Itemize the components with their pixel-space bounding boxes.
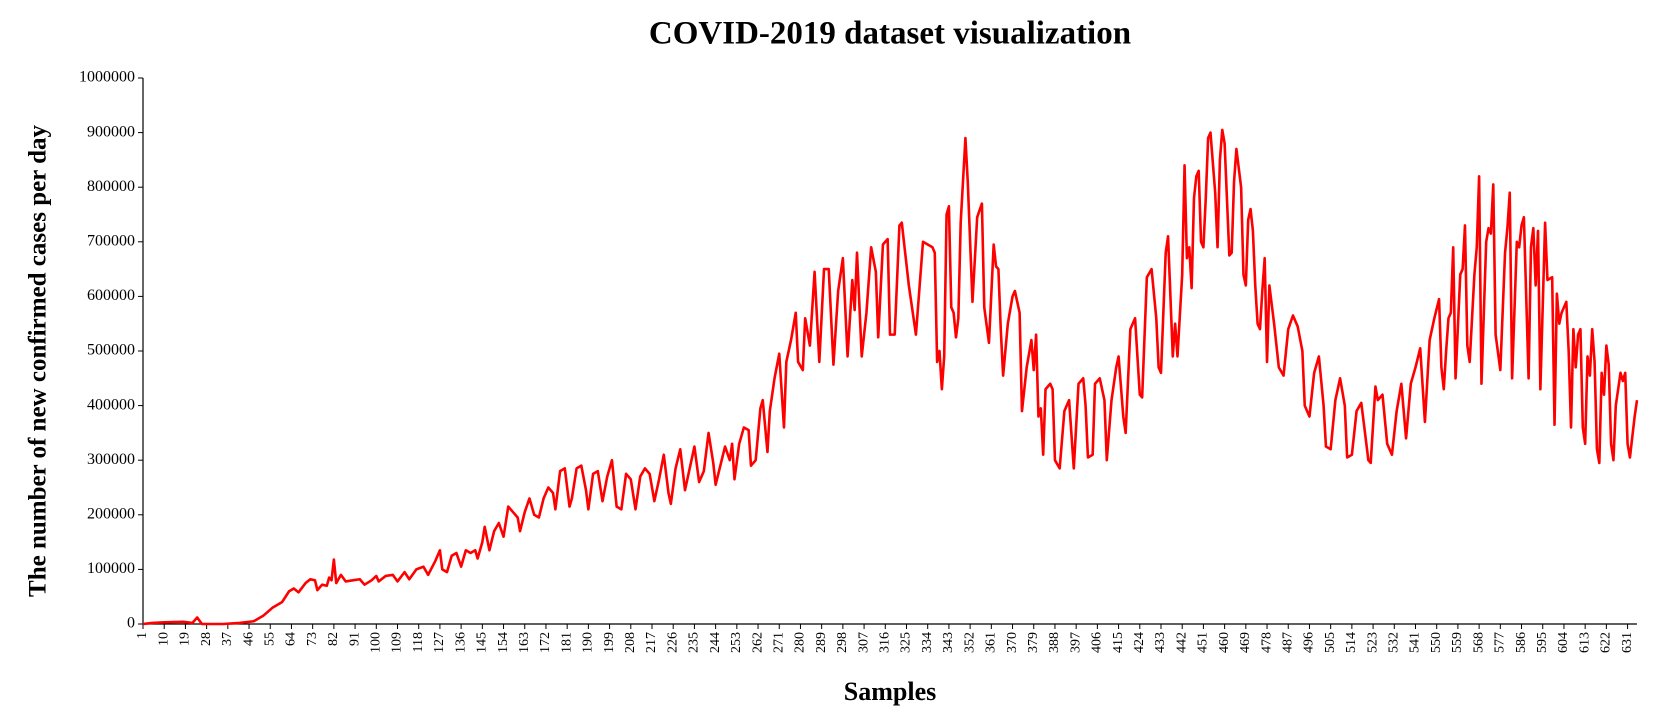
- x-tick-label: 55: [262, 632, 277, 646]
- x-tick-label: 622: [1599, 632, 1614, 653]
- y-tick-label: 600000: [87, 287, 135, 304]
- x-tick-label: 397: [1068, 632, 1083, 653]
- x-tick-label: 613: [1577, 632, 1592, 653]
- x-tick-label: 46: [241, 632, 256, 646]
- x-tick-label: 505: [1323, 632, 1338, 653]
- x-tick-label: 244: [708, 632, 723, 653]
- x-tick-label: 181: [559, 632, 574, 653]
- x-tick-label: 163: [517, 632, 532, 653]
- x-axis-label: Samples: [844, 677, 936, 706]
- x-tick-label: 631: [1620, 632, 1635, 653]
- x-tick-label: 37: [220, 632, 235, 646]
- x-tick-label: 298: [835, 632, 850, 653]
- x-tick-label: 343: [941, 632, 956, 653]
- x-tick-label: 451: [1196, 632, 1211, 653]
- x-tick-label: 325: [899, 632, 914, 653]
- x-tick-label: 154: [496, 632, 511, 653]
- x-tick-label: 289: [814, 632, 829, 653]
- y-tick-label: 0: [127, 615, 135, 632]
- x-tick-label: 199: [602, 632, 617, 653]
- x-tick-label: 550: [1429, 632, 1444, 653]
- y-tick-label: 400000: [87, 396, 135, 413]
- x-tick-label: 514: [1344, 632, 1359, 653]
- y-tick-label: 700000: [87, 232, 135, 249]
- x-tick-label: 235: [687, 632, 702, 653]
- x-tick-label: 271: [771, 632, 786, 653]
- x-tick-label: 19: [178, 632, 193, 646]
- x-tick-label: 460: [1217, 632, 1232, 653]
- x-tick-label: 406: [1090, 632, 1105, 653]
- x-tick-label: 532: [1387, 632, 1402, 653]
- x-tick-label: 595: [1535, 632, 1550, 653]
- x-tick-label: 415: [1111, 632, 1126, 653]
- x-tick-label: 28: [199, 632, 214, 646]
- x-tick-label: 352: [962, 632, 977, 653]
- x-tick-label: 100: [369, 632, 384, 653]
- x-tick-label: 82: [326, 632, 341, 646]
- x-tick-label: 559: [1450, 632, 1465, 653]
- x-tick-label: 73: [305, 632, 320, 646]
- x-tick-label: 226: [665, 632, 680, 653]
- y-tick-label: 300000: [87, 451, 135, 468]
- x-tick-label: 316: [878, 632, 893, 653]
- x-tick-label: 370: [1005, 632, 1020, 653]
- y-tick-label: 200000: [87, 505, 135, 522]
- y-tick-label: 900000: [87, 123, 135, 140]
- x-tick-label: 172: [538, 632, 553, 653]
- y-axis-label: The number of new confirmed cases per da…: [25, 125, 52, 597]
- y-tick-label: 800000: [87, 178, 135, 195]
- x-tick-label: 379: [1026, 632, 1041, 653]
- x-tick-label: 586: [1514, 632, 1529, 653]
- x-tick-label: 10: [156, 632, 171, 646]
- x-tick-label: 361: [984, 632, 999, 653]
- data-line: [142, 128, 1639, 626]
- x-tick-label: 145: [475, 632, 490, 653]
- x-tick-label: 280: [793, 632, 808, 653]
- x-tick-label: 424: [1132, 632, 1147, 653]
- x-tick-label: 568: [1471, 632, 1486, 653]
- y-tick-label: 1000000: [79, 69, 135, 86]
- y-tick-label: 100000: [87, 560, 135, 577]
- x-tick-label: 523: [1365, 632, 1380, 653]
- x-tick-label: 577: [1493, 632, 1508, 653]
- x-tick-label: 442: [1174, 632, 1189, 653]
- x-tick-label: 469: [1238, 632, 1253, 653]
- x-tick-label: 478: [1259, 632, 1274, 653]
- x-tick-label: 190: [581, 632, 596, 653]
- x-tick-label: 91: [347, 632, 362, 646]
- x-tick-label: 262: [750, 632, 765, 653]
- x-tick-label: 334: [920, 632, 935, 653]
- x-tick-label: 388: [1047, 632, 1062, 653]
- x-tick-label: 487: [1280, 632, 1295, 653]
- x-tick-label: 496: [1302, 632, 1317, 653]
- chart-title: COVID-2019 dataset visualization: [649, 16, 1131, 52]
- x-tick-label: 541: [1408, 632, 1423, 653]
- x-tick-label: 208: [623, 632, 638, 653]
- x-tick-label: 433: [1153, 632, 1168, 653]
- x-tick-label: 64: [284, 632, 299, 646]
- x-tick-label: 604: [1556, 632, 1571, 653]
- x-tick-label: 307: [856, 632, 871, 653]
- x-tick-label: 118: [411, 632, 426, 652]
- y-tick-label: 500000: [87, 342, 135, 359]
- x-tick-label: 1: [135, 632, 150, 639]
- x-tick-label: 253: [729, 632, 744, 653]
- x-tick-label: 109: [390, 632, 405, 653]
- x-tick-label: 136: [453, 632, 468, 653]
- x-tick-label: 127: [432, 632, 447, 653]
- x-tick-label: 217: [644, 632, 659, 653]
